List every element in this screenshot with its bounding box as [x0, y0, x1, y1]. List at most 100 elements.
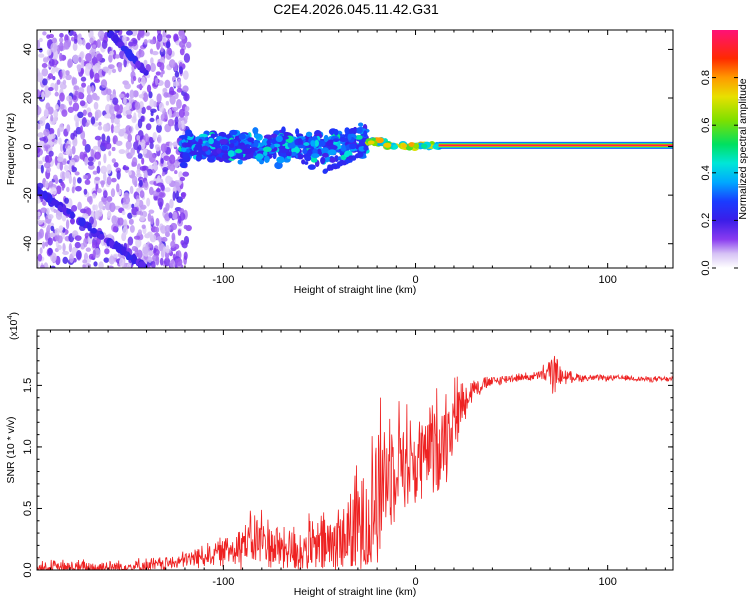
noise-blob — [37, 159, 40, 168]
noise-blob — [147, 231, 153, 236]
noise-blob — [118, 93, 125, 99]
noise-blob — [71, 204, 78, 212]
band-blob — [221, 145, 229, 151]
noise-blob — [161, 36, 168, 43]
noise-blob — [69, 159, 76, 168]
snr-plot: -100 0 100 0.0 0.5 1.0 1.5 Height of straight … — [5, 312, 674, 598]
band-blob — [333, 138, 340, 142]
noise-blob — [72, 102, 80, 112]
noise-blob — [50, 69, 56, 74]
noise-blob — [72, 95, 77, 101]
band-blob — [185, 129, 193, 137]
noise-blob — [172, 191, 176, 202]
snr-frame — [36, 329, 674, 571]
noise-blob — [172, 211, 178, 220]
noise-blob — [102, 123, 109, 132]
noise-blob — [78, 56, 82, 63]
noise-blob — [157, 197, 164, 208]
band-blob — [345, 159, 351, 164]
noise-blob — [59, 161, 64, 171]
noise-blob — [114, 104, 120, 112]
band-blob — [229, 129, 238, 136]
noise-blob — [136, 249, 143, 259]
noise-blob — [181, 119, 185, 130]
band-blob — [358, 122, 364, 127]
spectrogram-plot: -100 0 100 -40 -20 0 20 40 Height of straight l… — [5, 29, 674, 296]
noise-blob — [87, 161, 94, 166]
noise-blob — [90, 116, 96, 125]
noise-blob — [92, 241, 97, 249]
noise-blob — [110, 188, 116, 198]
noise-blob — [129, 89, 135, 100]
noise-blob — [97, 125, 103, 131]
noise-blob — [185, 41, 192, 49]
band-blob — [304, 161, 309, 165]
noise-blob — [183, 53, 191, 63]
noise-blob — [77, 201, 82, 211]
noise-blob — [126, 247, 131, 253]
noise-blob — [82, 109, 87, 116]
band-blob — [358, 145, 366, 152]
noise-blob — [112, 253, 119, 258]
noise-blob — [47, 224, 51, 230]
noise-blob — [59, 70, 63, 80]
band-blob — [347, 133, 352, 141]
noise-blob — [148, 91, 153, 99]
colorbar-tick-label: 0.6 — [700, 118, 712, 133]
noise-blob — [59, 52, 63, 62]
streak-blob — [128, 254, 133, 261]
noise-blob — [73, 38, 78, 44]
noise-blob — [89, 37, 94, 44]
noise-blob — [59, 37, 64, 43]
noise-blob — [53, 117, 57, 124]
streak-blob — [135, 60, 141, 69]
noise-blob — [158, 102, 165, 113]
noise-blob — [86, 94, 94, 104]
noise-blob — [84, 143, 91, 153]
noise-blob — [42, 241, 46, 249]
band-blob — [179, 134, 188, 140]
spectrogram-marks — [37, 30, 673, 268]
noise-blob — [136, 210, 142, 215]
streak-blob — [138, 261, 146, 268]
noise-blob — [137, 77, 142, 84]
noise-blob — [72, 42, 78, 51]
noise-blob — [107, 64, 115, 70]
noise-blob — [141, 157, 145, 165]
noise-blob — [123, 195, 131, 205]
noise-blob — [123, 219, 128, 230]
noise-blob — [69, 253, 74, 264]
noise-blob — [85, 122, 89, 127]
noise-blob — [125, 92, 130, 99]
noise-blob — [54, 82, 59, 92]
noise-blob — [111, 215, 117, 225]
band-blob — [234, 136, 239, 141]
noise-blob — [62, 256, 69, 264]
noise-blob — [39, 247, 43, 254]
noise-blob — [88, 164, 95, 170]
noise-blob — [92, 170, 98, 175]
x-tick-label: 0 — [412, 576, 418, 588]
band-blob — [250, 147, 259, 152]
band-blob — [348, 128, 357, 134]
band-blob — [273, 143, 281, 148]
noise-blob — [176, 87, 183, 93]
noise-blob — [148, 209, 155, 214]
noise-blob — [49, 232, 56, 238]
noise-blob — [101, 133, 106, 143]
noise-blob — [119, 258, 125, 267]
noise-blob — [93, 261, 98, 267]
noise-blob — [48, 87, 54, 92]
noise-blob — [92, 145, 100, 150]
noise-blob — [149, 98, 155, 108]
noise-blob — [139, 190, 145, 199]
noise-blob — [40, 207, 47, 214]
colorbar: 0.0 0.2 0.4 0.6 0.8 Normalized spectral ampl… — [700, 30, 749, 276]
noise-blob — [141, 224, 146, 229]
noise-blob — [70, 132, 75, 140]
noise-blob — [37, 198, 41, 204]
noise-blob — [65, 219, 70, 230]
streak-blob — [124, 48, 133, 58]
band-blob — [211, 155, 216, 160]
noise-blob — [178, 30, 186, 37]
